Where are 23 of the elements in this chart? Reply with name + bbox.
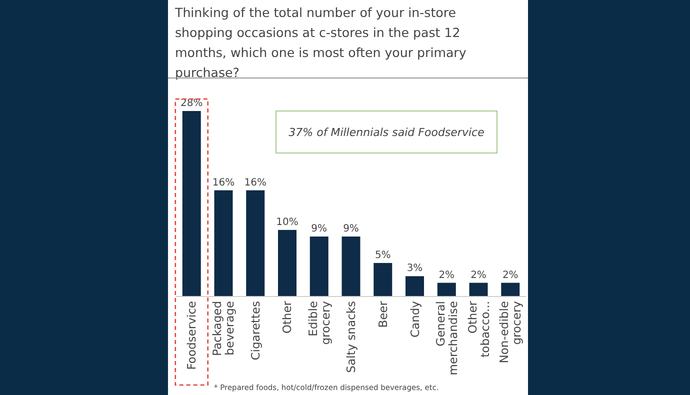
data-label: 16%	[212, 177, 235, 188]
x-tick-label: General merchandise	[433, 301, 460, 376]
x-tick-label: Packaged beverage	[210, 301, 237, 356]
data-label: 5%	[374, 250, 391, 261]
x-tick-label: Cigarettes	[248, 301, 262, 360]
x-tick-label: Other	[280, 300, 294, 334]
text-box: 37% of Millennials said Foodservice	[276, 110, 498, 154]
data-label: 16%	[244, 177, 266, 188]
x-tick-label: Edible grocery	[306, 300, 332, 345]
x-tick-label: Candy	[408, 300, 422, 338]
x-tick-label: Foodservice	[184, 301, 199, 370]
data-label: 3%	[406, 263, 423, 274]
data-label: 2%	[438, 270, 455, 281]
data-label: 2%	[470, 270, 486, 281]
data-label: 9%	[343, 224, 359, 235]
data-label: 9%	[311, 224, 328, 235]
data-label: 2%	[502, 270, 518, 281]
annotation: 37% of Millennials said Foodservice	[288, 126, 485, 139]
x-tick-label: Beer	[376, 300, 390, 328]
data-label: 10%	[276, 216, 298, 228]
x-tick-label: Other tobacco...	[465, 300, 492, 358]
x-tick-label: Salty snacks	[344, 301, 358, 373]
chart-title: Thinking of the total number of your in-store shopping occasions at c-stores in the past 12 months, which one is most often your primary purchase?	[174, 5, 467, 80]
